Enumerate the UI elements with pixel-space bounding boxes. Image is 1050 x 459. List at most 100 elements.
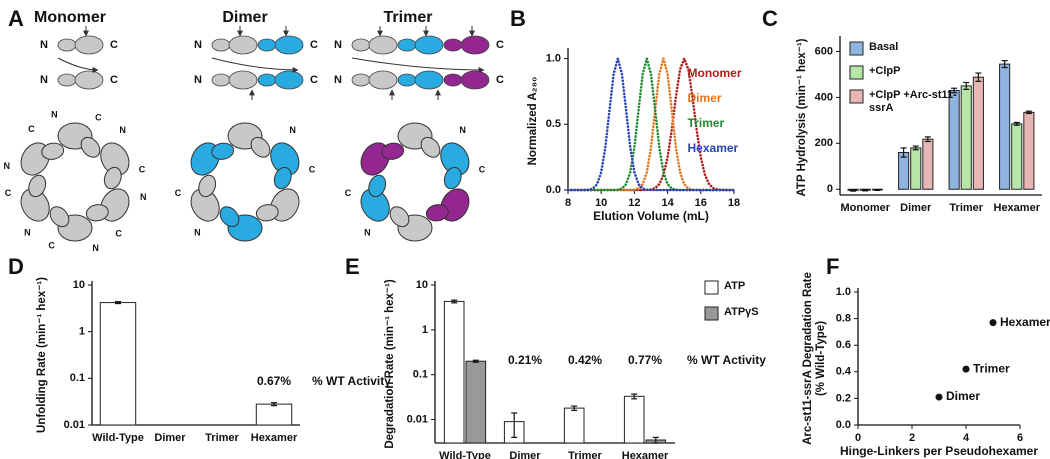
x-tick-label: 14 xyxy=(661,197,674,209)
terminus-label: N xyxy=(51,110,58,120)
ring-domain-small xyxy=(381,142,405,160)
domain-large xyxy=(414,35,444,55)
error-bar xyxy=(975,72,982,82)
terminus-label: N xyxy=(24,228,31,238)
bar xyxy=(999,63,1011,190)
terminus-label: N xyxy=(3,161,10,171)
error-bar xyxy=(571,405,578,411)
ring-domain-small xyxy=(420,136,441,158)
panel-title: Trimer xyxy=(384,9,433,26)
y-axis-label: Unfolding Rate (min⁻¹ hex⁻¹) xyxy=(36,277,48,433)
point xyxy=(935,393,943,401)
y-tick-label: 0.1 xyxy=(70,372,85,384)
x-tick-label: 12 xyxy=(628,197,640,209)
legend-entry: +ClpP +Arc-st11-ssrA xyxy=(869,89,957,114)
error-bar xyxy=(874,188,881,192)
y-axis-label: Arc-st11-ssrA Degradation Rate xyxy=(802,272,814,445)
y-tick-label: 10 xyxy=(416,279,428,291)
y-tick-label: 400 xyxy=(815,91,833,103)
terminus-label: C xyxy=(110,74,118,86)
terminus-label: C xyxy=(345,188,352,198)
y-tick-label: 0.4 xyxy=(836,366,852,378)
domain-large xyxy=(228,70,258,90)
legend-swatch xyxy=(704,306,719,321)
ring-domain-small xyxy=(211,142,235,160)
bar xyxy=(1023,111,1035,190)
y-tick-label: 1.0 xyxy=(546,52,561,64)
domain-large xyxy=(460,70,490,90)
domain-large xyxy=(74,70,104,90)
x-tick-label: 4 xyxy=(963,432,970,444)
error-bar xyxy=(451,299,458,304)
bar xyxy=(922,138,934,190)
y-tick-label: 0.01 xyxy=(64,419,85,431)
domain-large xyxy=(368,35,398,55)
terminus-label: C xyxy=(496,74,504,86)
ring-domain-small xyxy=(250,136,271,158)
legend-swatch xyxy=(849,65,864,80)
ring-domain-small xyxy=(49,206,70,228)
domain-small xyxy=(443,73,463,87)
ring-domain-small xyxy=(219,206,240,228)
wt-activity-title: % WT Activity xyxy=(312,374,391,388)
bar xyxy=(99,302,137,426)
legend-entry: ATPγS xyxy=(724,306,759,318)
link-arrow xyxy=(351,57,485,73)
ring-domain-large xyxy=(190,188,220,222)
bar xyxy=(623,395,645,444)
error-bar xyxy=(900,147,907,158)
y-tick-label: 0.1 xyxy=(413,369,428,381)
x-tick-label: 0 xyxy=(855,432,861,444)
domain-small xyxy=(211,73,231,87)
x-tick-label: 18 xyxy=(728,197,740,209)
bar xyxy=(972,76,984,190)
legend-label: Monomer xyxy=(688,66,742,80)
x-tick-label: Trimer xyxy=(568,450,602,459)
domain-large xyxy=(274,70,304,90)
error-bar xyxy=(951,87,958,94)
error-bar xyxy=(115,301,121,305)
wt-activity-label: 0.21% xyxy=(508,353,542,367)
error-bar xyxy=(924,136,931,143)
domain-large xyxy=(414,70,444,90)
x-tick-label: Hexamer xyxy=(994,202,1041,214)
legend-label: +ClpP xyxy=(869,65,901,77)
legend-entry: +ClpP xyxy=(869,65,901,77)
error-bar xyxy=(631,393,638,400)
error-bar xyxy=(912,145,919,151)
x-tick-label: 10 xyxy=(595,197,607,209)
terminus-label: N xyxy=(364,228,371,238)
y-axis-label: ATP Hydrolysis (min⁻¹ hex⁻¹) xyxy=(796,38,808,196)
terminus-label: C xyxy=(479,165,486,175)
error-bar xyxy=(1001,60,1008,69)
domain-small xyxy=(57,38,77,52)
ring-domain-large xyxy=(100,142,130,176)
legend-swatch xyxy=(849,41,864,56)
y-tick-label: 1.0 xyxy=(836,286,851,298)
legend-label: Dimer xyxy=(688,91,722,105)
y-tick-label: 200 xyxy=(815,137,833,149)
terminus-label: C xyxy=(115,229,122,239)
panel-label: B xyxy=(510,6,526,31)
ring-domain-small xyxy=(368,174,387,198)
x-tick-label: Trimer xyxy=(205,432,239,444)
bar xyxy=(910,147,922,190)
x-tick-label: 6 xyxy=(1017,432,1023,444)
terminus-label: C xyxy=(310,74,318,86)
legend-label: +ClpP +Arc-st11-ssrA xyxy=(869,89,957,114)
y-tick-label: 0 xyxy=(827,183,833,195)
point xyxy=(962,365,970,373)
domain-large xyxy=(74,35,104,55)
y-tick-label: 1 xyxy=(422,324,428,336)
x-axis-label: Elution Volume (mL) xyxy=(593,209,709,223)
error-bar xyxy=(850,189,857,192)
domain-small xyxy=(351,73,371,87)
terminus-label: N xyxy=(40,39,48,51)
domain-small xyxy=(397,73,417,87)
wt-activity-label: 0.42% xyxy=(568,353,602,367)
y-axis-label: Degradation Rate (min⁻¹ hex⁻¹) xyxy=(384,279,396,448)
domain-small xyxy=(351,38,371,52)
domain-small xyxy=(57,73,77,87)
